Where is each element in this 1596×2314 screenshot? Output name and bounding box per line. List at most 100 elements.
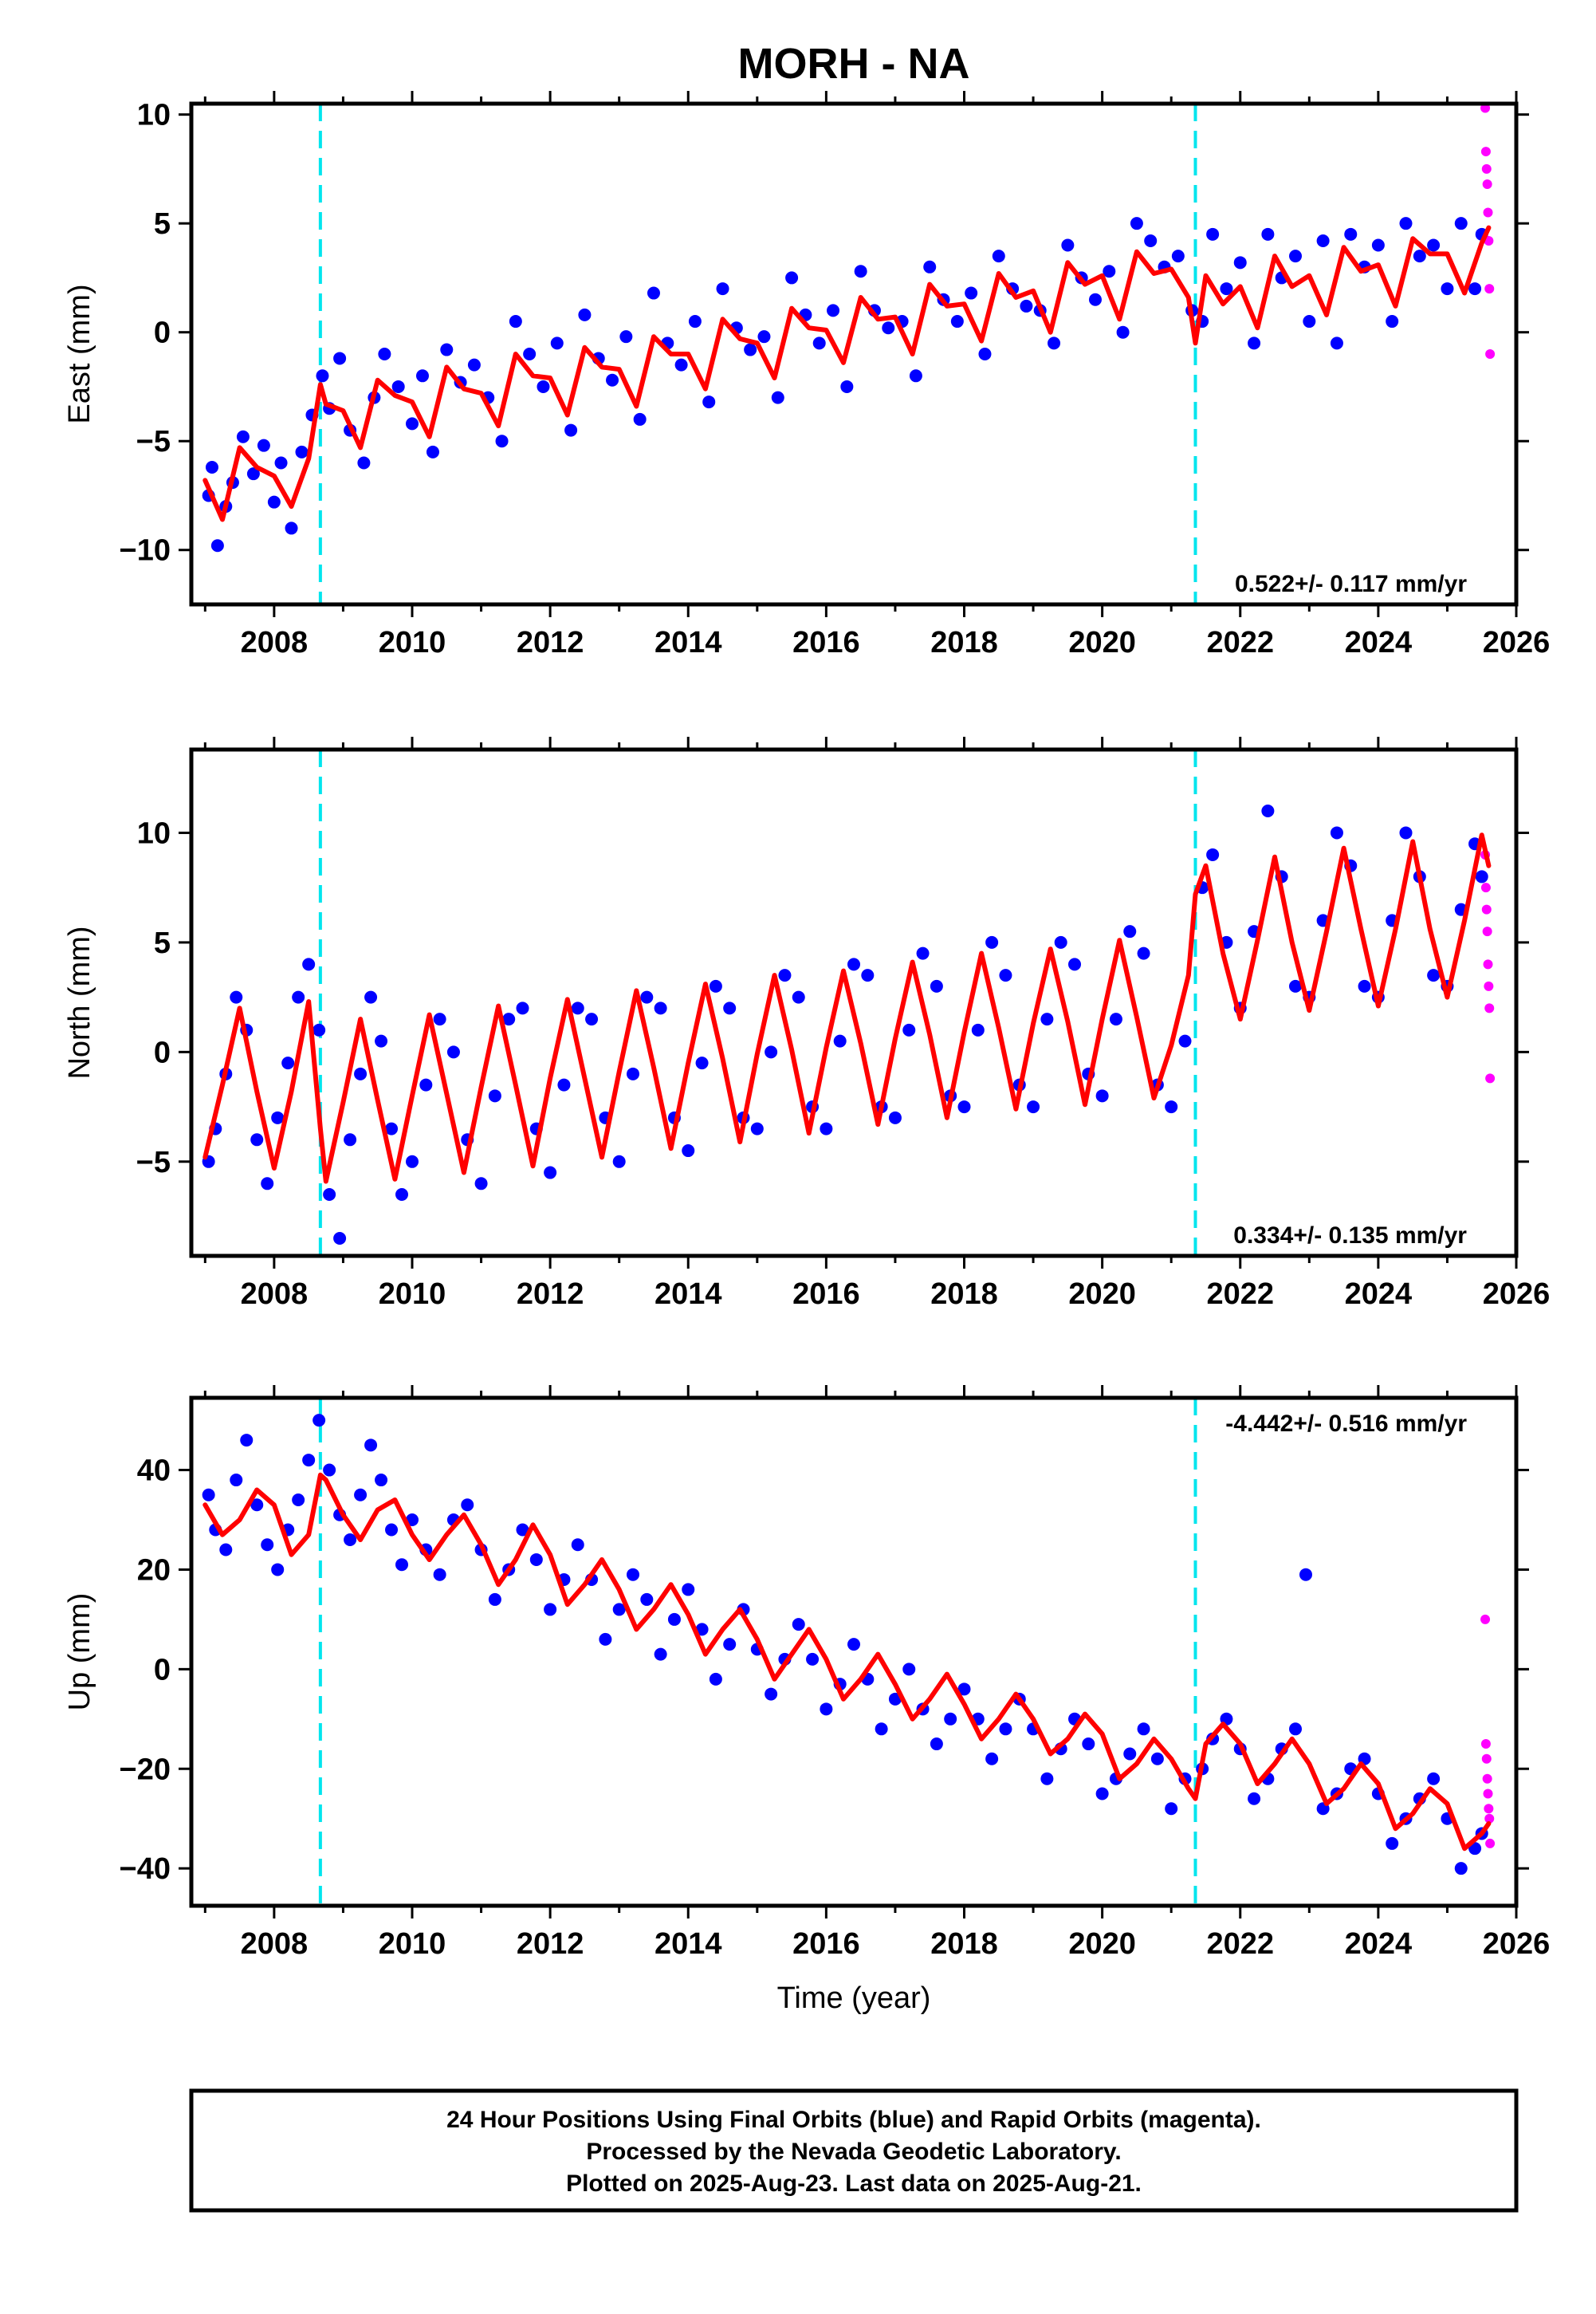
final-orbit-point	[695, 1623, 709, 1636]
final-orbit-point	[1027, 1100, 1040, 1114]
final-orbit-point	[861, 969, 875, 982]
final-orbit-point	[219, 1543, 233, 1556]
final-orbit-point	[985, 1752, 999, 1765]
rapid-orbit-point	[1484, 981, 1494, 991]
panel-frame	[189, 1395, 1519, 1908]
final-orbit-point	[395, 1558, 409, 1572]
x-tick-label: 2024	[1345, 626, 1413, 659]
final-orbit-point	[654, 1647, 667, 1661]
final-orbit-point	[529, 1553, 543, 1566]
x-tick-label: 2018	[930, 626, 998, 659]
final-orbit-point	[627, 1067, 639, 1080]
final-orbit-point	[1137, 946, 1150, 960]
final-orbit-point	[391, 380, 405, 393]
x-tick-label: 2024	[1345, 1927, 1413, 1961]
x-axis-label: Time (year)	[777, 1981, 931, 2015]
final-orbit-point	[633, 412, 647, 426]
final-orbit-point	[344, 1533, 357, 1546]
panel-frame	[189, 101, 1519, 607]
final-orbit-point	[1206, 227, 1220, 241]
final-orbit-point	[433, 1013, 446, 1026]
final-orbit-point	[944, 1712, 957, 1726]
x-tick-label: 2018	[930, 1927, 998, 1961]
x-tick-label: 2012	[517, 1277, 584, 1311]
final-orbit-point	[544, 1603, 557, 1616]
final-orbit-point	[778, 969, 792, 982]
final-orbit-point	[1468, 282, 1482, 296]
x-tick-label: 2026	[1483, 626, 1551, 659]
final-orbit-point	[820, 1702, 833, 1716]
plot-area	[202, 104, 1496, 604]
final-orbit-point	[585, 1013, 599, 1026]
x-tick-label: 2020	[1068, 1927, 1136, 1961]
final-orbit-point	[888, 1111, 902, 1124]
rate-label: 0.334+/- 0.135 mm/yr	[1233, 1222, 1467, 1249]
final-orbit-point	[999, 1722, 1012, 1736]
y-tick-label: 40	[137, 1454, 171, 1488]
final-orbit-point	[875, 1722, 888, 1736]
final-orbit-point	[1233, 256, 1247, 270]
final-orbit-point	[785, 271, 799, 285]
final-orbit-point	[557, 1078, 571, 1092]
rapid-orbit-point	[1483, 959, 1493, 970]
final-orbit-point	[426, 445, 439, 458]
final-orbit-point	[375, 1034, 388, 1048]
final-orbit-point	[957, 1682, 971, 1696]
rapid-orbit-point	[1484, 1003, 1495, 1013]
final-orbit-point	[230, 1474, 243, 1487]
final-orbit-point	[354, 1488, 368, 1501]
final-orbit-point	[302, 958, 316, 971]
final-orbit-point	[357, 456, 371, 470]
final-orbit-point	[488, 1592, 501, 1606]
final-orbit-point	[1123, 925, 1137, 939]
x-tick-label: 2024	[1345, 1277, 1413, 1311]
final-orbit-point	[1289, 250, 1302, 263]
final-orbit-point	[812, 336, 826, 350]
final-orbit-point	[1330, 336, 1343, 350]
final-orbit-point	[1165, 1802, 1178, 1816]
final-orbit-point	[792, 990, 805, 1004]
final-orbit-point	[827, 304, 840, 317]
final-orbit-point	[406, 417, 419, 431]
final-orbit-point	[446, 1045, 460, 1059]
final-orbit-point	[1054, 935, 1067, 949]
y-axis-label: North (mm)	[63, 926, 96, 1079]
final-orbit-point	[640, 1592, 654, 1606]
final-orbit-point	[474, 1177, 488, 1190]
final-orbit-point	[1040, 1772, 1054, 1785]
final-orbit-point	[806, 1652, 820, 1666]
final-orbit-point	[1116, 325, 1130, 339]
final-orbit-point	[612, 1155, 626, 1168]
final-orbit-point	[281, 1057, 295, 1070]
x-tick-label: 2008	[241, 1277, 309, 1311]
panel-1: 2008 2010 2012 2014 2016 2018 2020 2022 2024 2026…	[63, 40, 1550, 659]
rapid-orbit-point	[1482, 179, 1492, 190]
final-orbit-point	[285, 521, 298, 535]
final-orbit-point	[1165, 1100, 1178, 1114]
x-tick-label: 2012	[517, 1927, 584, 1961]
final-orbit-point	[667, 1612, 681, 1626]
final-orbit-point	[965, 286, 978, 300]
final-orbit-point	[709, 1672, 722, 1686]
final-orbit-point	[230, 990, 243, 1004]
rapid-orbit-point	[1483, 1789, 1493, 1799]
final-orbit-point	[957, 1100, 971, 1114]
final-orbit-point	[354, 1067, 368, 1080]
final-orbit-point	[1386, 1836, 1399, 1850]
final-orbit-point	[1068, 958, 1081, 971]
final-orbit-point	[250, 1498, 264, 1512]
final-orbit-point	[1399, 217, 1413, 230]
final-orbit-point	[882, 321, 895, 335]
final-orbit-point	[723, 1002, 737, 1015]
final-orbit-point	[274, 456, 288, 470]
final-orbit-point	[765, 1687, 778, 1701]
fit-line	[202, 225, 1492, 522]
final-orbit-point	[1171, 250, 1185, 263]
final-orbit-point	[1144, 234, 1158, 248]
final-orbit-point	[978, 348, 992, 360]
final-orbit-point	[1475, 870, 1488, 883]
plot-area	[202, 1398, 1496, 1906]
final-orbit-point	[695, 1057, 709, 1070]
final-orbit-point	[744, 343, 757, 356]
final-orbit-point	[323, 1188, 336, 1202]
